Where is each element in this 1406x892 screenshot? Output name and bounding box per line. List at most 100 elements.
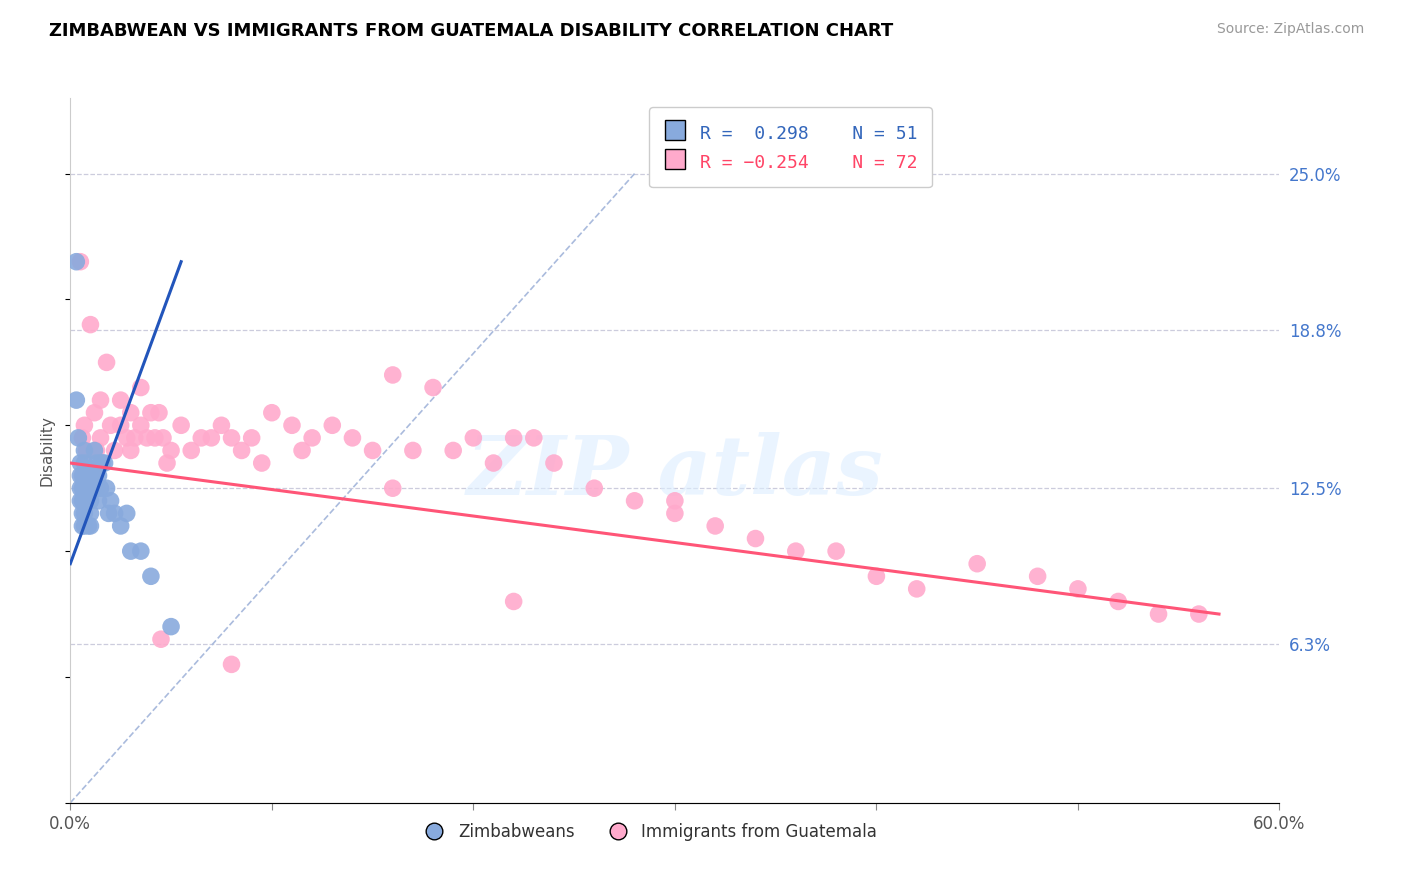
Point xyxy=(143,431,166,445)
Point xyxy=(152,431,174,445)
Text: Source: ZipAtlas.com: Source: ZipAtlas.com xyxy=(1216,22,1364,37)
Point xyxy=(87,468,110,483)
Point xyxy=(502,594,524,608)
Point xyxy=(664,493,686,508)
Point xyxy=(543,456,565,470)
Point xyxy=(73,493,96,508)
Point xyxy=(170,418,193,433)
Point xyxy=(744,532,766,546)
Point xyxy=(523,431,546,445)
Point xyxy=(139,406,162,420)
Point xyxy=(260,406,283,420)
Point xyxy=(87,493,110,508)
Point xyxy=(129,418,152,433)
Point xyxy=(90,431,111,445)
Point xyxy=(93,456,115,470)
Point xyxy=(966,557,988,571)
Point xyxy=(83,468,105,483)
Point xyxy=(291,443,314,458)
Point xyxy=(79,519,101,533)
Point xyxy=(381,368,404,382)
Point xyxy=(129,380,152,394)
Point xyxy=(65,254,87,268)
Point xyxy=(69,493,91,508)
Point xyxy=(704,519,727,533)
Point xyxy=(75,443,97,458)
Point xyxy=(65,393,87,408)
Point xyxy=(240,431,263,445)
Point xyxy=(664,507,686,521)
Point xyxy=(120,406,142,420)
Point xyxy=(104,507,127,521)
Point xyxy=(190,431,212,445)
Point xyxy=(72,481,94,495)
Point xyxy=(281,418,304,433)
Point xyxy=(86,456,108,470)
Point xyxy=(115,431,138,445)
Point xyxy=(73,456,96,470)
Point xyxy=(79,468,101,483)
Point xyxy=(139,569,162,583)
Point xyxy=(361,443,384,458)
Point xyxy=(72,431,94,445)
Point xyxy=(381,481,404,495)
Point xyxy=(90,393,111,408)
Point xyxy=(73,468,96,483)
Point xyxy=(91,456,114,470)
Point xyxy=(83,406,105,420)
Point xyxy=(79,318,101,332)
Point xyxy=(1026,569,1049,583)
Point xyxy=(124,431,146,445)
Point xyxy=(482,456,505,470)
Point xyxy=(200,431,222,445)
Point xyxy=(75,481,97,495)
Point xyxy=(77,493,100,508)
Point xyxy=(156,456,179,470)
Point xyxy=(67,431,90,445)
Point xyxy=(623,493,645,508)
Point xyxy=(115,507,138,521)
Point xyxy=(69,254,91,268)
Point xyxy=(73,481,96,495)
Point xyxy=(79,493,101,508)
Point xyxy=(77,519,100,533)
Point xyxy=(83,443,105,458)
Text: ZIMBABWEAN VS IMMIGRANTS FROM GUATEMALA DISABILITY CORRELATION CHART: ZIMBABWEAN VS IMMIGRANTS FROM GUATEMALA … xyxy=(49,22,893,40)
Point xyxy=(1107,594,1129,608)
Point xyxy=(72,468,94,483)
Point xyxy=(865,569,887,583)
Point xyxy=(120,443,142,458)
Point xyxy=(69,456,91,470)
Point xyxy=(72,493,94,508)
Point xyxy=(1147,607,1170,621)
Point xyxy=(1188,607,1211,621)
Point xyxy=(96,481,118,495)
Point xyxy=(73,418,96,433)
Point xyxy=(75,468,97,483)
Point xyxy=(135,431,157,445)
Point xyxy=(129,544,152,558)
Point xyxy=(785,544,807,558)
Point xyxy=(441,443,464,458)
Point xyxy=(160,443,183,458)
Point xyxy=(97,507,120,521)
Point xyxy=(110,393,132,408)
Point xyxy=(180,443,202,458)
Point xyxy=(502,431,524,445)
Point xyxy=(250,456,273,470)
Point xyxy=(96,355,118,369)
Point xyxy=(422,380,444,394)
Point xyxy=(221,431,243,445)
Point xyxy=(825,544,848,558)
Point xyxy=(583,481,606,495)
Point xyxy=(73,507,96,521)
Point xyxy=(463,431,485,445)
Point xyxy=(110,418,132,433)
Point xyxy=(104,443,127,458)
Text: ZIP atlas: ZIP atlas xyxy=(467,432,883,512)
Point xyxy=(120,544,142,558)
Point xyxy=(301,431,323,445)
Point xyxy=(100,418,122,433)
Point xyxy=(77,481,100,495)
Point xyxy=(69,468,91,483)
